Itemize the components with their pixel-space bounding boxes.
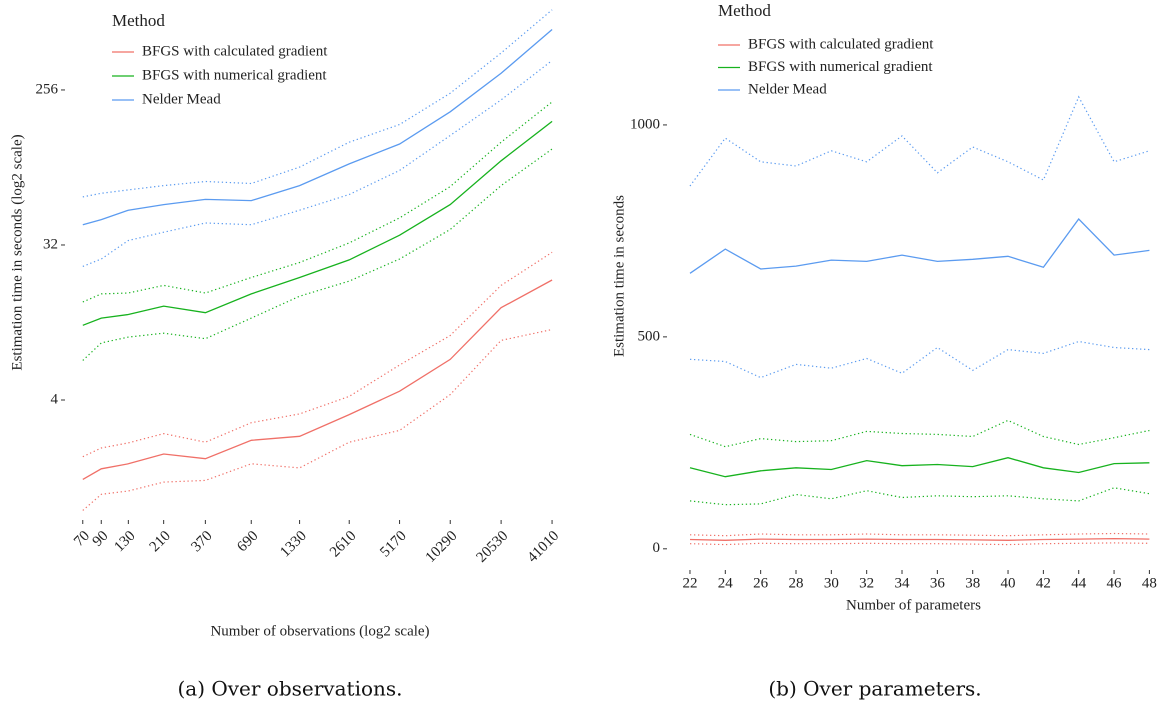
y-tick-label: 500: [638, 328, 661, 344]
legend-title: Method: [112, 11, 165, 30]
y-tick-label: 32: [43, 236, 58, 252]
x-tick-label: 690: [234, 528, 261, 555]
x-tick-label: 5170: [377, 528, 410, 561]
bound-line: [82, 251, 553, 458]
y-tick-label: 1000: [630, 116, 660, 132]
bound-line: [82, 101, 553, 303]
y-axis-title: Estimation time in seconds (log2 scale): [9, 134, 25, 370]
x-axis-title: Number of observations (log2 scale): [210, 623, 429, 639]
legend-label: BFGS with calculated gradient: [142, 43, 328, 59]
bound-line: [689, 340, 1150, 379]
legend-label: BFGS with numerical gradient: [142, 67, 327, 83]
x-tick-label: 24: [718, 575, 734, 591]
series-line: [689, 457, 1150, 478]
x-tick-label: 32: [859, 575, 874, 591]
x-tick-label: 370: [188, 528, 215, 555]
legend-label: BFGS with calculated gradient: [748, 36, 934, 52]
bound-line: [689, 95, 1150, 187]
x-tick-label: 38: [965, 575, 980, 591]
x-tick-label: 1330: [277, 528, 310, 561]
x-tick-label: 36: [930, 575, 946, 591]
x-tick-label: 40: [1001, 575, 1016, 591]
series-line: [82, 29, 553, 226]
bound-line: [689, 532, 1150, 537]
x-tick-label: 48: [1142, 575, 1157, 591]
bound-line: [689, 487, 1150, 506]
x-tick-label: 2610: [327, 528, 360, 561]
caption: (b) Over parameters.: [768, 677, 981, 701]
x-tick-label: 44: [1071, 575, 1087, 591]
x-tick-label: 28: [788, 575, 803, 591]
legend-label: Nelder Mead: [142, 91, 221, 107]
x-tick-label: 41010: [524, 528, 562, 566]
bound-line: [82, 148, 553, 361]
caption: (a) Over observations.: [177, 677, 402, 701]
y-axis-title: Estimation time in seconds: [611, 195, 627, 357]
legend-title: Method: [718, 1, 771, 20]
series-line: [82, 120, 553, 326]
chart: 0 500 1000 22 24 26 28 30 32 34 36 38 40 42 44 46 48 Numb…: [611, 1, 1156, 701]
series-line: [689, 537, 1150, 541]
x-tick-label: 22: [682, 575, 697, 591]
legend-label: BFGS with numerical gradient: [748, 59, 933, 75]
x-tick-label: 46: [1107, 575, 1123, 591]
x-tick-label: 30: [824, 575, 839, 591]
x-tick-label: 210: [147, 528, 174, 555]
x-tick-label: 42: [1036, 575, 1051, 591]
x-tick-label: 26: [753, 575, 769, 591]
x-tick-label: 20530: [474, 528, 512, 566]
x-tick-label: 10290: [423, 528, 461, 566]
y-tick-label: 4: [51, 391, 59, 407]
y-tick-label: 0: [653, 540, 661, 556]
series-line: [689, 217, 1150, 274]
y-tick-label: 256: [36, 81, 59, 97]
x-tick-label: 34: [895, 575, 911, 591]
bound-line: [689, 419, 1150, 448]
legend-label: Nelder Mead: [748, 81, 827, 97]
bound-line: [689, 542, 1150, 546]
series-line: [82, 279, 553, 480]
bound-line: [82, 328, 553, 511]
x-tick-label: 130: [111, 528, 138, 555]
x-tick-label: 90: [90, 528, 112, 550]
x-axis-title: Number of parameters: [846, 597, 981, 613]
